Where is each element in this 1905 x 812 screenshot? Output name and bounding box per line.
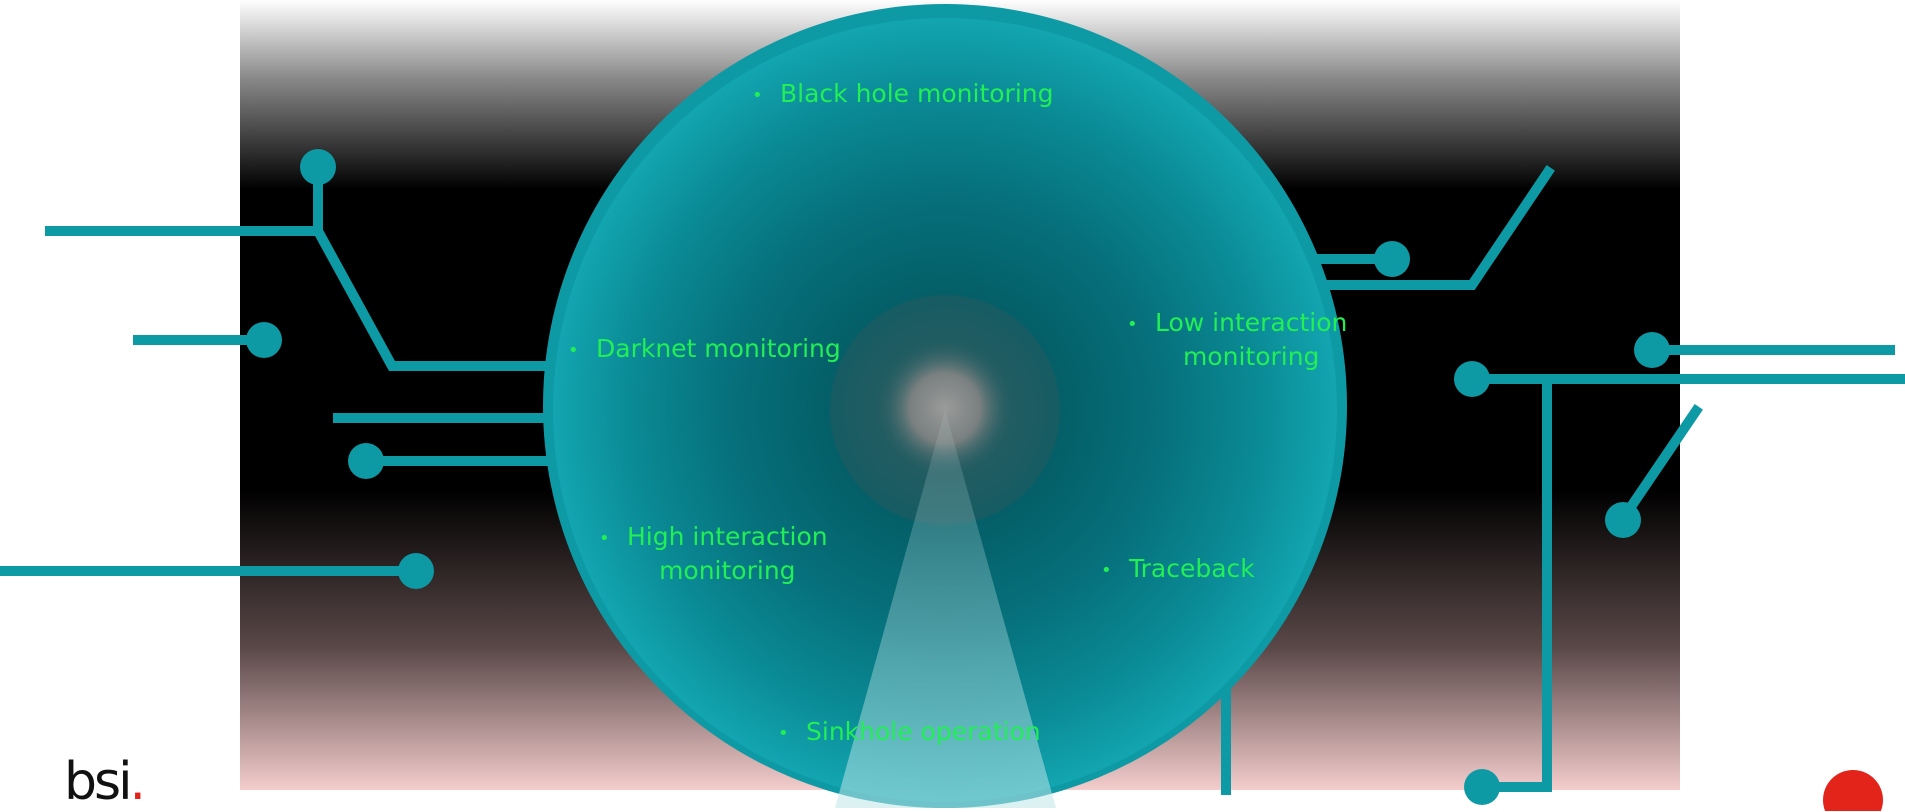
right-circuit-nodes <box>1374 241 1670 805</box>
label-high-interaction-monitoring: • High interaction monitoring <box>599 522 828 585</box>
label-traceback: • Traceback <box>1101 554 1255 583</box>
bsi-logo: bsi. <box>64 756 146 808</box>
radar-beam <box>835 410 1056 808</box>
left-circuit-traces <box>0 162 553 576</box>
left-circuit-nodes <box>246 149 434 589</box>
bsi-logo-text: bsi <box>64 752 133 812</box>
brand-red-dot <box>1823 770 1883 811</box>
label-darknet-monitoring: • Darknet monitoring <box>568 334 841 363</box>
label-sinkhole-operation: • Sinkhole operation <box>778 717 1041 746</box>
label-black-hole-monitoring: • Black hole monitoring <box>752 79 1054 108</box>
radar-core <box>875 338 1015 478</box>
label-low-interaction-monitoring: • Low interaction monitoring <box>1127 308 1348 371</box>
bsi-logo-dot: . <box>129 752 146 812</box>
